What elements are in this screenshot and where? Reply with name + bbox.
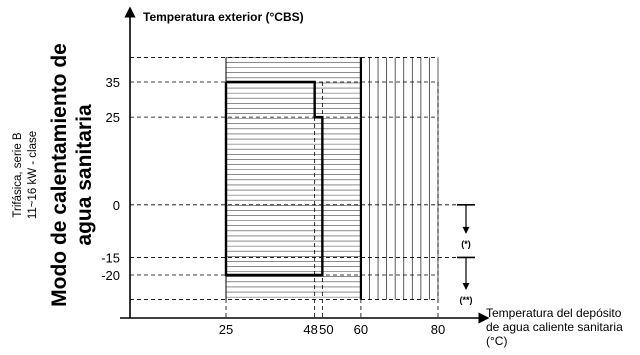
annotation-label: (**) <box>460 295 473 305</box>
x-tick-label: 60 <box>354 322 368 337</box>
y-tick-labels: 35 25 0 -15 -20 <box>101 75 120 283</box>
annotation-arrowhead <box>462 226 470 234</box>
y-tick-label: 35 <box>106 75 120 90</box>
x-axis-label-line-1: Temperatura del depósito <box>486 306 622 320</box>
side-subtitle: Trifásica, serie B 11~16 kW - clase <box>12 131 39 219</box>
side-subtitle-line-1: Trifásica, serie B <box>12 132 24 218</box>
x-axis-label-line-3: (°C) <box>486 334 507 348</box>
side-subtitle-line-2: 11~16 kW - clase <box>27 131 39 219</box>
x-tick-label: 48 <box>303 322 317 337</box>
side-title-line-2: agua sanitaria <box>73 104 96 246</box>
y-tick-label: -15 <box>101 250 120 265</box>
side-title: Modo de calentamiento de agua sanitaria <box>48 43 96 307</box>
side-title-line-1: Modo de calentamiento de <box>48 43 71 307</box>
annotation-arrowhead <box>462 283 470 291</box>
annotations: (*) (**) <box>457 204 475 305</box>
horizontal-hatch-region <box>225 57 361 300</box>
x-tick-labels: 25 48 50 60 80 <box>219 322 445 337</box>
chart-title: Temperatura exterior (°CBS) <box>143 10 304 24</box>
dashed-guides <box>130 57 475 318</box>
x-axis-label: Temperatura del depósito de agua calient… <box>486 306 623 348</box>
y-tick-label: 25 <box>106 110 120 125</box>
x-tick-label: 25 <box>219 322 233 337</box>
x-tick-label: 80 <box>431 322 445 337</box>
y-tick-label: 0 <box>113 198 120 213</box>
operating-region-outline <box>224 80 324 277</box>
vertical-hatch-region <box>359 57 439 300</box>
y-tick-label: -20 <box>101 268 120 283</box>
annotation-label: (*) <box>461 239 471 249</box>
x-tick-label: 50 <box>319 322 333 337</box>
x-axis-label-line-2: de agua caliente sanitaria <box>486 320 623 334</box>
